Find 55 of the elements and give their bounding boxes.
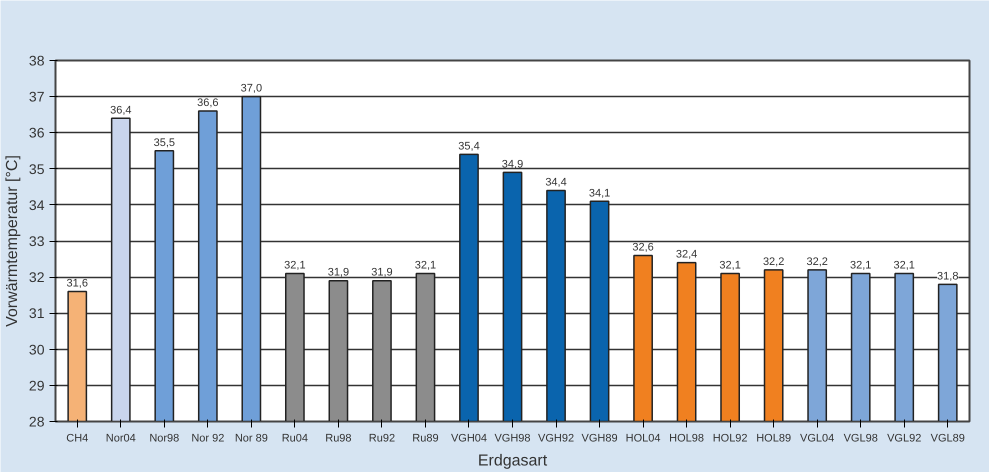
- data-label: 34,9: [502, 158, 524, 170]
- x-tick-label: VGH98: [494, 432, 531, 444]
- data-label: 32,1: [284, 259, 306, 272]
- data-label: 32,1: [414, 259, 436, 272]
- data-label: 32,1: [719, 259, 741, 272]
- y-tick-label: 34: [28, 196, 45, 213]
- y-tick-label: 33: [28, 233, 45, 249]
- data-label: 32,2: [762, 256, 784, 268]
- y-tick-label: 38: [28, 52, 45, 68]
- data-label: 32,1: [850, 259, 872, 272]
- x-tick-label: Ru89: [412, 432, 439, 444]
- x-tick-label: VGH89: [582, 432, 618, 444]
- data-label: 34,4: [545, 176, 567, 188]
- data-label: 31,6: [66, 278, 88, 290]
- x-tick-label: VGH04: [450, 432, 488, 444]
- y-tick-label: 36: [28, 124, 45, 141]
- data-label: 35,5: [154, 136, 176, 149]
- data-label: 36,6: [197, 97, 219, 110]
- x-tick-label: Nor 89: [234, 432, 268, 444]
- data-label: 31,9: [371, 266, 393, 279]
- x-tick-label: VGL98: [844, 432, 878, 444]
- x-tick-label: HOL92: [712, 432, 748, 444]
- y-tick-label: 32: [28, 269, 45, 286]
- x-tick-label: HOL04: [626, 432, 661, 444]
- x-tick-label: CH4: [66, 432, 88, 444]
- data-label: 32,6: [632, 241, 654, 254]
- data-label: 32,2: [806, 256, 828, 268]
- y-tick-label: 29: [28, 377, 45, 394]
- x-tick-label: VGH92: [538, 432, 574, 444]
- x-tick-label: Nor 92: [191, 432, 224, 444]
- y-axis-title: Vorwärmtemperatur [°C]: [4, 155, 21, 327]
- data-label: 31,9: [328, 266, 350, 279]
- data-label: 32,1: [894, 259, 915, 272]
- y-tick-label: 28: [28, 414, 45, 430]
- y-tick-label: 35: [28, 160, 45, 177]
- x-tick-label: HOL98: [669, 432, 704, 444]
- y-tick-label: 30: [28, 341, 45, 358]
- x-tick-label: Nor04: [106, 432, 136, 444]
- data-label: 31,8: [937, 270, 958, 282]
- data-label: 37,0: [240, 82, 262, 95]
- x-tick-label: Nor98: [149, 432, 180, 444]
- x-axis-title: Erdgasart: [478, 452, 548, 470]
- data-label: 35,4: [458, 140, 480, 152]
- y-tick-label: 31: [28, 305, 45, 322]
- y-tick-label: 37: [28, 88, 45, 105]
- data-label: 32,4: [676, 248, 698, 261]
- x-tick-label: Ru04: [282, 432, 308, 444]
- data-label: 34,1: [588, 187, 610, 200]
- x-tick-label: VGL92: [887, 432, 922, 444]
- x-tick-label: Ru98: [325, 432, 352, 444]
- x-tick-label: HOL89: [756, 432, 792, 444]
- x-tick-label: VGL04: [800, 432, 834, 444]
- x-tick-label: VGL89: [930, 432, 965, 444]
- x-tick-label: Ru92: [368, 432, 396, 444]
- data-label: 36,4: [110, 104, 132, 116]
